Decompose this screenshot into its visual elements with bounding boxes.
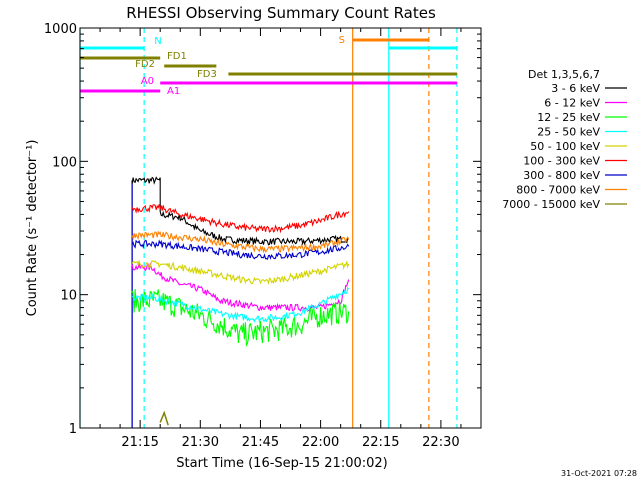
legend-label: 6 - 12 keV [544, 97, 600, 110]
x-tick-label: 22:00 [302, 435, 339, 450]
flag-label: A0 [141, 76, 154, 87]
axes: 1 10 100 1000 21:15 21:30 21:45 22:00 22:15 22:30 [44, 22, 482, 450]
y-tick-label: 10 [60, 289, 77, 304]
flag-label: N [154, 36, 161, 47]
footer-timestamp: 31-Oct-2021 07:28 [561, 469, 637, 478]
series-line [159, 410, 169, 426]
legend-label: 25 - 50 keV [537, 126, 600, 139]
series-line [131, 286, 350, 324]
series-line [131, 259, 350, 285]
flag-label: S [339, 35, 345, 46]
y-tick-label: 100 [52, 155, 77, 170]
legend-label: 800 - 7000 keV [516, 184, 600, 197]
legend-label: 3 - 6 keV [551, 82, 600, 95]
x-tick-label: 21:45 [242, 435, 279, 450]
chart-title: RHESSI Observing Summary Count Rates [126, 4, 436, 22]
series-line [131, 239, 350, 260]
legend-label: 12 - 25 keV [537, 111, 600, 124]
x-axis-label: Start Time (16-Sep-15 21:00:02) [176, 456, 387, 471]
legend-label: 7000 - 15000 keV [502, 198, 600, 211]
series-line [131, 230, 350, 254]
y-tick-label: 1 [69, 422, 77, 437]
legend-label: 300 - 800 keV [523, 169, 600, 182]
flag-label: FD3 [197, 69, 217, 80]
series-line [131, 204, 350, 234]
y-tick-label: 1000 [44, 22, 77, 37]
series-line [131, 288, 350, 347]
x-tick-label: 21:30 [182, 435, 219, 450]
plot-area: N FD1 FD2 FD3 A0 A1 S [79, 28, 458, 428]
x-tick-label: 22:30 [422, 435, 459, 450]
x-tick-label: 22:15 [362, 435, 399, 450]
y-axis-label: Count Rate (s⁻¹ detector⁻¹) [25, 140, 40, 317]
legend-label: 100 - 300 keV [523, 155, 600, 168]
legend-title: Det 1,3,5,6,7 [528, 68, 600, 81]
flag-label: A1 [167, 86, 180, 97]
x-tick-label: 21:15 [121, 435, 158, 450]
series-line [131, 176, 350, 246]
flag-label: FD1 [167, 51, 187, 62]
legend-label: 50 - 100 keV [530, 140, 600, 153]
flag-label: FD2 [135, 59, 155, 70]
